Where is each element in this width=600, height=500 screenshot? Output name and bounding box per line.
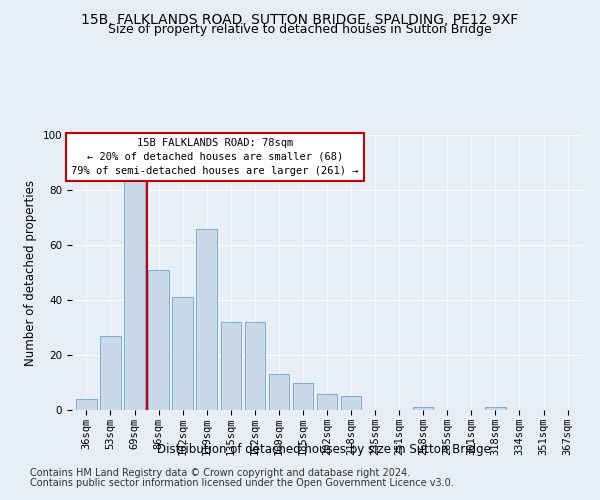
Text: 15B, FALKLANDS ROAD, SUTTON BRIDGE, SPALDING, PE12 9XF: 15B, FALKLANDS ROAD, SUTTON BRIDGE, SPAL… bbox=[82, 12, 518, 26]
Y-axis label: Number of detached properties: Number of detached properties bbox=[24, 180, 37, 366]
Bar bbox=[341, 396, 361, 410]
Bar bbox=[196, 228, 217, 410]
Bar bbox=[245, 322, 265, 410]
Bar bbox=[124, 176, 145, 410]
Bar bbox=[413, 407, 433, 410]
Bar bbox=[293, 382, 313, 410]
Text: Distribution of detached houses by size in Sutton Bridge: Distribution of detached houses by size … bbox=[157, 442, 491, 456]
Bar bbox=[100, 336, 121, 410]
Text: Contains HM Land Registry data © Crown copyright and database right 2024.: Contains HM Land Registry data © Crown c… bbox=[30, 468, 410, 477]
Text: Contains public sector information licensed under the Open Government Licence v3: Contains public sector information licen… bbox=[30, 478, 454, 488]
Bar bbox=[221, 322, 241, 410]
Text: 15B FALKLANDS ROAD: 78sqm
← 20% of detached houses are smaller (68)
79% of semi-: 15B FALKLANDS ROAD: 78sqm ← 20% of detac… bbox=[71, 138, 359, 176]
Bar bbox=[485, 407, 506, 410]
Bar bbox=[269, 374, 289, 410]
Bar bbox=[172, 297, 193, 410]
Text: Size of property relative to detached houses in Sutton Bridge: Size of property relative to detached ho… bbox=[108, 22, 492, 36]
Bar bbox=[76, 399, 97, 410]
Bar bbox=[148, 270, 169, 410]
Bar bbox=[317, 394, 337, 410]
